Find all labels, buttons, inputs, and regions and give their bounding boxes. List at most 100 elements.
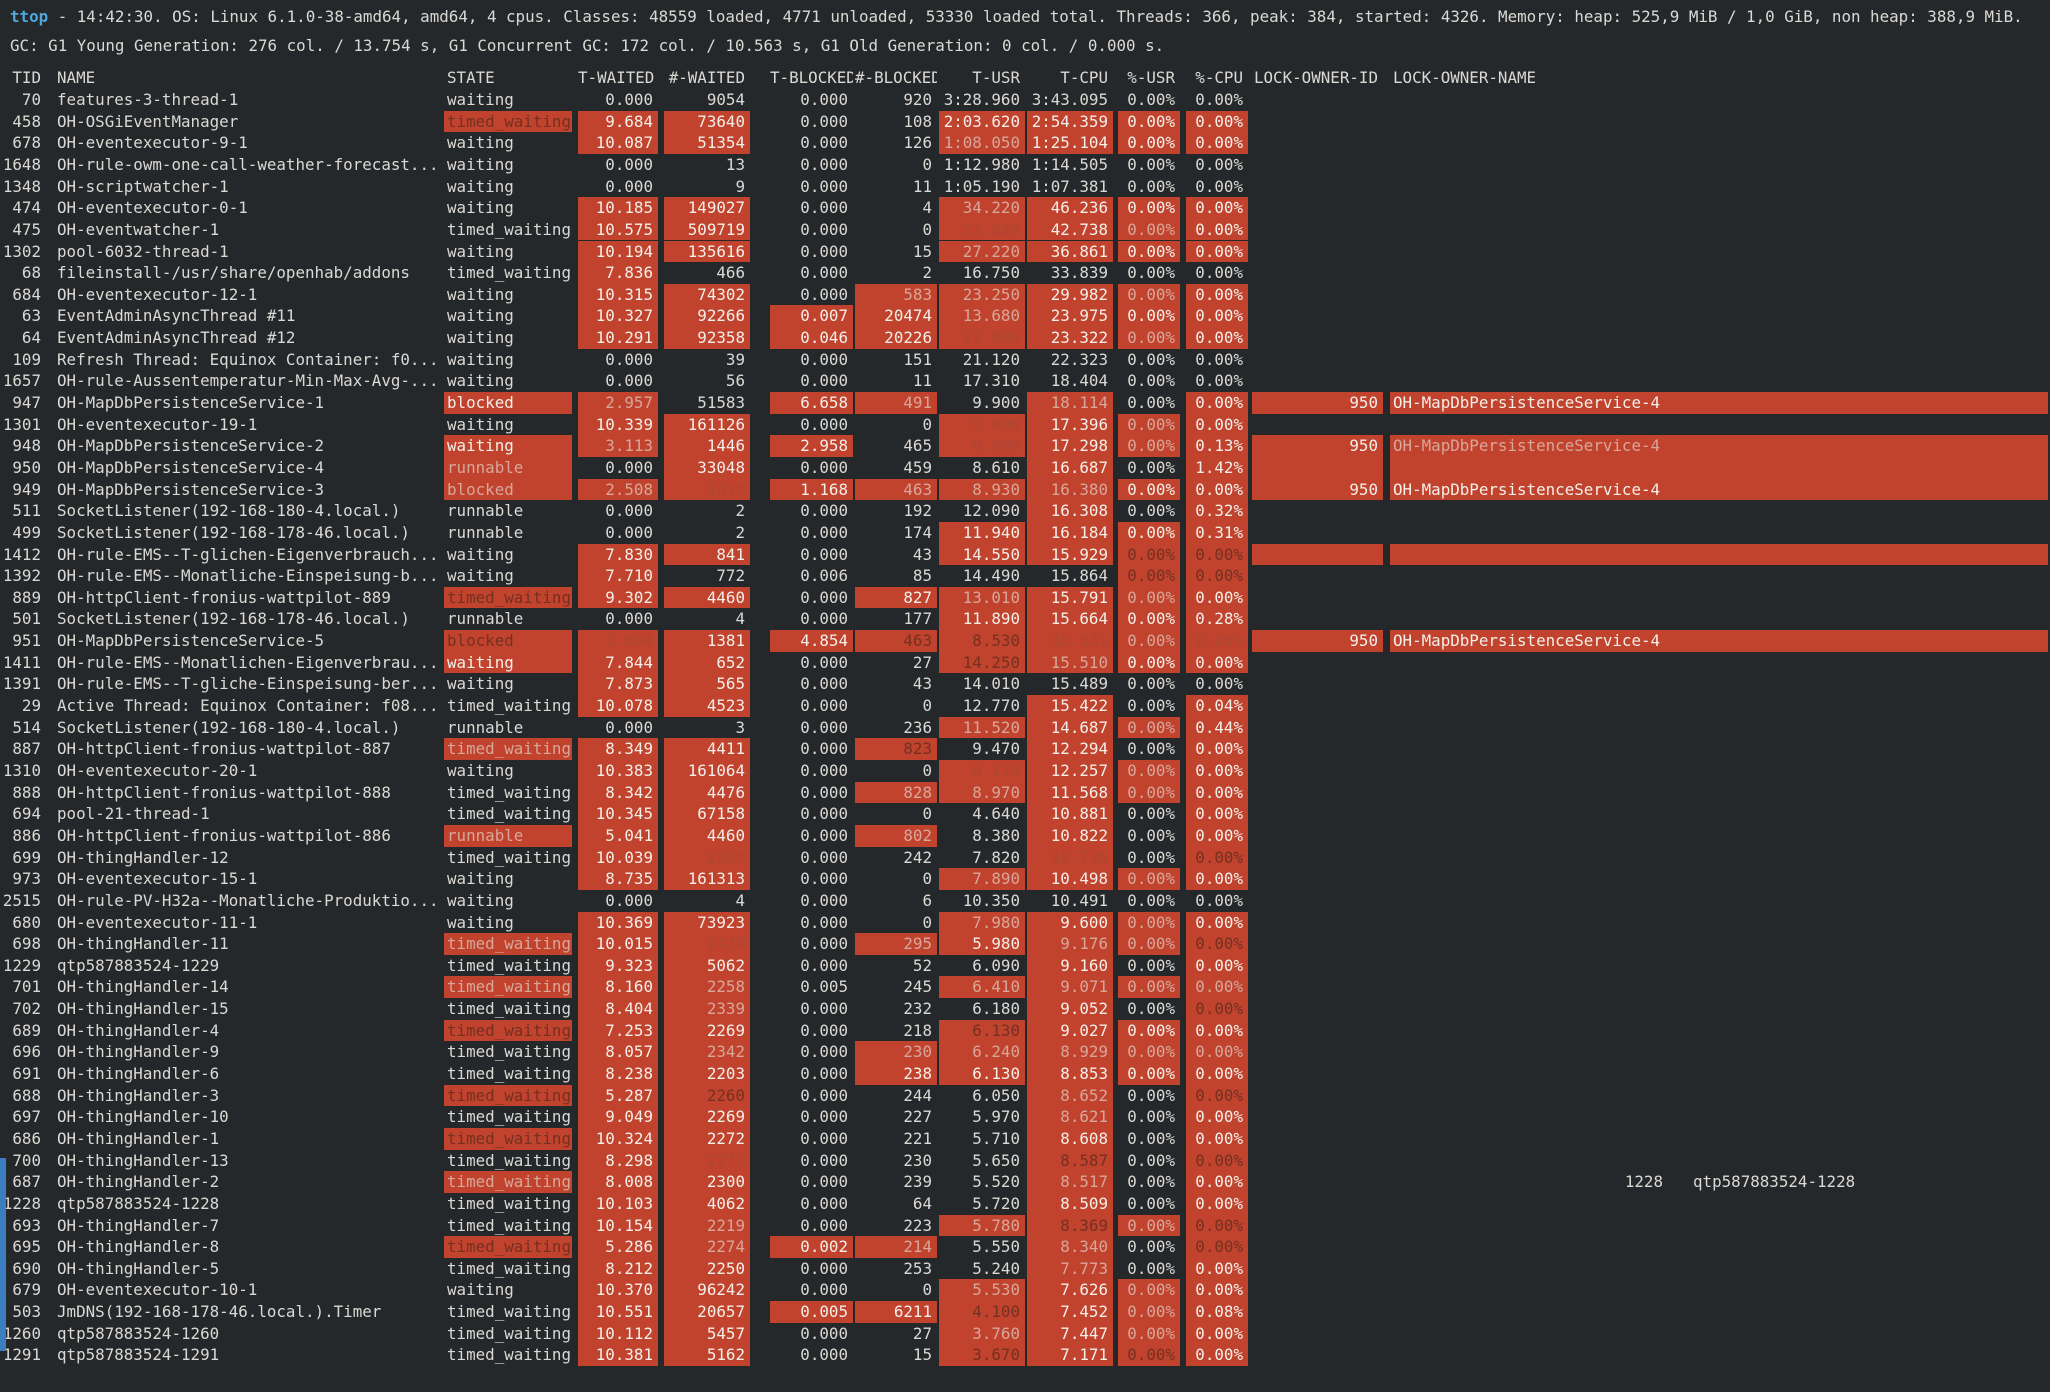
- cell-pu: 0.00%: [1127, 1258, 1175, 1278]
- cell-tid: 1301: [2, 414, 41, 434]
- cell-tu: 5.980: [939, 933, 1025, 955]
- cell-nw: 39: [725, 349, 745, 369]
- cell-pc: 0.13%: [1186, 435, 1248, 457]
- cell-tb: 0.000: [800, 760, 848, 780]
- cell-tu: 10.350: [962, 890, 1020, 910]
- cell-tid: 474: [12, 198, 41, 218]
- cell-pc: 0.00%: [1186, 868, 1248, 890]
- cell-tid: 1348: [2, 176, 41, 196]
- cell-tc: 15.510: [1027, 651, 1113, 674]
- cell-nw: 9054: [706, 90, 745, 109]
- cell-nw: 2300: [664, 1171, 750, 1193]
- cell-tid: 501: [12, 609, 41, 629]
- cell-state: timed_waiting: [447, 782, 572, 802]
- cell-tc: 7.626: [1027, 1279, 1113, 1302]
- cell-tb: 0.000: [800, 1280, 848, 1300]
- cell-tu: 8.380: [972, 825, 1020, 845]
- cell-tid: 499: [12, 522, 41, 542]
- cell-name: OH-eventwatcher-1: [57, 219, 220, 239]
- cell-name: OH-thingHandler-10: [57, 1107, 229, 1127]
- cell-nw: 2260: [664, 1084, 750, 1107]
- cell-tw: 10.194: [578, 240, 658, 263]
- cell-state: timed_waiting: [444, 1084, 572, 1107]
- cell-pu: 0.00%: [1118, 1214, 1180, 1237]
- cell-pc: 0.08%: [1186, 1301, 1248, 1323]
- cell-nw: 74302: [664, 283, 750, 306]
- cell-state: timed_waiting: [447, 696, 572, 716]
- cell-tid: 700: [12, 1150, 41, 1170]
- cell-name: OH-eventexecutor-12-1: [57, 284, 258, 304]
- cell-pu: 0.00%: [1127, 674, 1175, 694]
- cell-nb: 151: [903, 349, 932, 369]
- cell-nw: 1381: [664, 630, 750, 652]
- cell-tw: 8.160: [578, 976, 658, 999]
- cell-tw: 10.369: [578, 911, 658, 934]
- cell-tc: 9.176: [1027, 933, 1113, 955]
- thread-row: 689 OH-thingHandler-4 timed_waiting 7.253 22…: [0, 1019, 2050, 1042]
- cell-state: runnable: [447, 609, 524, 629]
- cell-pc: 0.00%: [1186, 1236, 1248, 1258]
- cell-state: waiting: [447, 674, 514, 694]
- cell-state: waiting: [447, 1280, 514, 1300]
- cell-tid: 64: [21, 328, 41, 348]
- thread-row: 1302 pool-6032-thread-1 waiting 10.194 13561…: [0, 240, 2050, 263]
- cell-nw: 92358: [664, 327, 750, 349]
- thread-row: 1348 OH-scriptwatcher-1 waiting 0.000 9 0.000…: [0, 176, 2050, 198]
- cell-tb: 0.000: [800, 219, 848, 239]
- cell-tu: 6.240: [939, 1041, 1025, 1063]
- cell-nb: 218: [903, 1020, 932, 1040]
- thread-row: 499 SocketListener(192-168-178-46.local.)…: [0, 521, 2050, 544]
- thread-row: 109 Refresh Thread: Equinox Container: f0…: [0, 349, 2050, 371]
- cell-nb: 27: [912, 652, 932, 672]
- cell-pc: 0.00%: [1186, 110, 1248, 133]
- cell-tc: 29.982: [1027, 283, 1113, 306]
- cell-tc: 9.052: [1027, 998, 1113, 1020]
- cell-tu: 8.110: [939, 759, 1025, 782]
- thread-row: 698 OH-thingHandler-11 timed_waiting 10.015…: [0, 933, 2050, 955]
- cell-nb: 239: [903, 1172, 932, 1192]
- cell-tc: 10.881: [1027, 803, 1113, 825]
- cell-nw: 2250: [664, 1257, 750, 1280]
- cell-tu: 6.090: [972, 955, 1020, 975]
- cell-tc: 1:07.381: [1031, 176, 1108, 196]
- cell-tc: 15.864: [1050, 566, 1108, 586]
- cell-tc: 42.738: [1027, 218, 1113, 241]
- cell-tw: 7.830: [578, 543, 658, 566]
- cell-nw: 2426: [664, 933, 750, 955]
- cell-tu: 5.720: [972, 1193, 1020, 1213]
- cell-state: waiting: [447, 154, 514, 174]
- cell-pc: 0.00%: [1186, 630, 1248, 652]
- thread-row: 886 OH-httpClient-fronius-wattpilot-886 ru…: [0, 824, 2050, 847]
- cell-name: OH-thingHandler-6: [57, 1064, 220, 1084]
- cell-name: fileinstall-/usr/share/openhab/addons: [57, 263, 410, 283]
- thread-row: 474 OH-eventexecutor-0-1 waiting 10.185 1490…: [0, 197, 2050, 219]
- cell-state: waiting: [447, 414, 514, 434]
- cell-nb: 2: [922, 263, 932, 283]
- cell-nb: 465: [903, 436, 932, 456]
- cell-pu: 0.00%: [1118, 327, 1180, 349]
- cell-tid: 63: [21, 306, 41, 326]
- cell-tw: 10.315: [578, 283, 658, 306]
- cell-nb: 0: [922, 219, 932, 239]
- cell-tid: 951: [12, 631, 41, 651]
- cell-nb: 463: [855, 478, 937, 501]
- cell-tu: 5.780: [939, 1214, 1025, 1237]
- cell-pu: 0.00%: [1127, 1085, 1175, 1105]
- cell-pu: 0.00%: [1118, 1063, 1180, 1085]
- cell-name: OH-thingHandler-5: [57, 1258, 220, 1278]
- status-line-1: ttop - 14:42:30. OS: Linux 6.1.0-38-amd6…: [10, 6, 2023, 27]
- cell-tu: 13.680: [939, 305, 1025, 328]
- thread-row: 951 OH-MapDbPersistenceService-5 blocked 1.…: [0, 630, 2050, 652]
- cell-tc: 12.257: [1027, 759, 1113, 782]
- cell-nb: 221: [903, 1128, 932, 1148]
- cell-tu: 8.970: [939, 781, 1025, 804]
- cell-tid: 2515: [2, 890, 41, 910]
- cell-nw: 1446: [664, 435, 750, 457]
- thread-row: 680 OH-eventexecutor-11-1 waiting 10.369 739…: [0, 911, 2050, 934]
- cell-li: 1228: [1624, 1172, 1663, 1192]
- scrollbar[interactable]: [0, 1158, 6, 1351]
- cell-nb: 64: [912, 1193, 932, 1213]
- cell-nw: 161064: [664, 759, 750, 782]
- cell-tb: 0.000: [800, 176, 848, 196]
- cell-pc: 0.00%: [1186, 954, 1248, 977]
